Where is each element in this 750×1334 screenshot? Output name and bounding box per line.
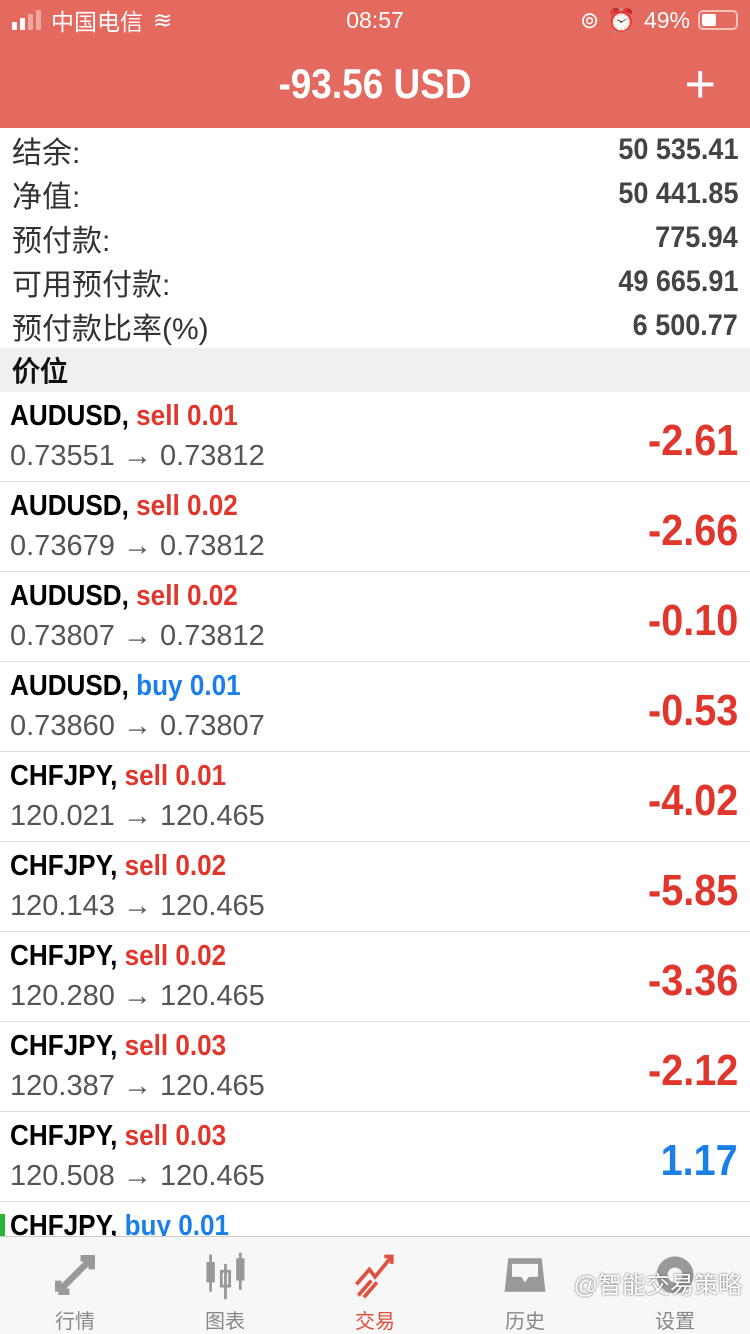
position-profit: -0.10: [647, 596, 738, 645]
tab-label: 交易: [355, 1311, 395, 1333]
position-row[interactable]: AUDUSD, sell 0.02 0.73679 → 0.73812 -2.66: [0, 482, 750, 572]
position-symbol: AUDUSD,: [10, 670, 129, 702]
tab-2[interactable]: 交易: [300, 1237, 450, 1334]
position-row[interactable]: CHFJPY, sell 0.03 120.387 → 120.465 -2.12: [0, 1022, 750, 1112]
position-symbol: AUDUSD,: [10, 490, 129, 522]
position-prices: 0.73551 → 0.73812: [10, 440, 265, 472]
position-profit: -3.36: [647, 956, 738, 1005]
position-symbol: CHFJPY,: [10, 940, 118, 972]
position-side: buy 0.01: [136, 670, 241, 702]
position-side: sell 0.03: [124, 1120, 227, 1152]
position-profit: -2.66: [647, 506, 738, 555]
summary-label: 净值:: [12, 181, 81, 214]
tab-3[interactable]: 历史: [450, 1237, 600, 1334]
signal-icon: [12, 10, 41, 30]
position-prices: 120.143 → 120.465: [10, 890, 265, 922]
position-row[interactable]: CHFJPY, sell 0.02 120.280 → 120.465 -3.36: [0, 932, 750, 1022]
alarm-icon: ⏰: [607, 6, 636, 33]
battery-icon: [698, 10, 738, 30]
position-prices: 120.021 → 120.465: [10, 800, 265, 832]
summary-value: 50 441.85: [617, 177, 738, 210]
watermark: @智能交易策略: [573, 1272, 742, 1299]
position-prices: 120.280 → 120.465: [10, 980, 265, 1012]
position-profit: -0.53: [647, 686, 738, 735]
clock: 08:57: [346, 7, 404, 33]
position-prices: 120.508 → 120.465: [10, 1160, 265, 1192]
summary-row: 预付款: 775.94: [12, 216, 738, 260]
battery-percent: 49%: [643, 6, 690, 33]
position-profit: -2.12: [647, 1046, 738, 1095]
position-indicator: [0, 1214, 5, 1236]
summary-label: 可用预付款:: [12, 269, 171, 302]
summary-label: 预付款比率(%): [12, 313, 209, 346]
summary-value: 775.94: [655, 221, 738, 254]
history-icon: [504, 1258, 546, 1292]
top-bar: 中国电信 ≋ 08:57 ⊚ ⏰ 49% -93.56 USD +: [0, 0, 750, 128]
position-side: sell 0.02: [124, 940, 227, 972]
position-side: sell 0.02: [124, 850, 227, 882]
wifi-icon: ≋: [153, 6, 173, 33]
position-side: sell 0.01: [124, 760, 227, 792]
rotation-lock-icon: ⊚: [580, 6, 600, 33]
position-row[interactable]: AUDUSD, sell 0.02 0.73807 → 0.73812 -0.10: [0, 572, 750, 662]
position-row[interactable]: AUDUSD, buy 0.01 0.73860 → 0.73807 -0.53: [0, 662, 750, 752]
position-row[interactable]: CHFJPY, sell 0.03 120.508 → 120.465 1.17: [0, 1112, 750, 1202]
summary-row: 预付款比率(%) 6 500.77: [12, 304, 738, 348]
tab-label: 图表: [205, 1311, 245, 1333]
summary-row: 可用预付款: 49 665.91: [12, 260, 738, 304]
settings-icon: [656, 1256, 694, 1294]
tab-0[interactable]: 行情: [0, 1237, 150, 1334]
position-prices: 120.387 → 120.465: [10, 1070, 265, 1102]
summary-value: 6 500.77: [632, 309, 738, 342]
position-profit: -5.85: [647, 866, 738, 915]
position-profit: 1.17: [660, 1136, 738, 1185]
carrier: 中国电信: [51, 9, 143, 35]
chart-icon: [206, 1252, 245, 1300]
position-profit: -2.61: [647, 416, 738, 465]
summary-label: 预付款:: [12, 225, 111, 258]
summary-row: 净值: 50 441.85: [12, 172, 738, 216]
position-side: sell 0.01: [136, 400, 238, 432]
trade-icon: [355, 1254, 394, 1299]
summary-row: 结余: 50 535.41: [12, 128, 738, 172]
position-symbol: CHFJPY,: [10, 850, 118, 882]
position-prices: 0.73807 → 0.73812: [10, 620, 265, 652]
summary-value: 49 665.91: [617, 265, 738, 298]
tab-4[interactable]: 设置: [600, 1237, 750, 1334]
tab-1[interactable]: 图表: [150, 1237, 300, 1334]
position-prices: 0.73679 → 0.73812: [10, 530, 265, 562]
tab-bar: 行情 图表 交易 历史 设置: [0, 1236, 750, 1334]
tab-label: 行情: [55, 1311, 95, 1333]
position-row[interactable]: CHFJPY, sell 0.01 120.021 → 120.465 -4.02: [0, 752, 750, 842]
summary-value: 50 535.41: [617, 133, 738, 166]
position-side: sell 0.03: [124, 1030, 227, 1062]
position-side: sell 0.02: [136, 490, 238, 522]
position-symbol: CHFJPY,: [10, 760, 118, 792]
position-symbol: AUDUSD,: [10, 400, 129, 432]
position-symbol: CHFJPY,: [10, 1030, 118, 1062]
add-order-button[interactable]: +: [684, 54, 716, 114]
account-summary: 结余: 50 535.41 净值: 50 441.85 预付款: 775.94 可用预付款:…: [0, 128, 750, 348]
position-symbol: AUDUSD,: [10, 580, 129, 612]
positions-list: AUDUSD, sell 0.01 0.73551 → 0.73812 -2.61 A…: [0, 392, 750, 1292]
position-row[interactable]: AUDUSD, sell 0.01 0.73551 → 0.73812 -2.61: [0, 392, 750, 482]
position-side: sell 0.02: [136, 580, 238, 612]
position-row[interactable]: CHFJPY, sell 0.02 120.143 → 120.465 -5.85: [0, 842, 750, 932]
position-prices: 0.73860 → 0.73807: [10, 710, 265, 742]
page-title: -93.56 USD: [278, 60, 472, 107]
tab-label: 设置: [655, 1311, 695, 1333]
summary-label: 结余:: [12, 137, 81, 170]
tab-label: 历史: [505, 1311, 545, 1333]
position-symbol: CHFJPY,: [10, 1120, 118, 1152]
position-profit: -4.02: [647, 776, 738, 825]
status-bar: 中国电信 ≋ 08:57 ⊚ ⏰ 49%: [0, 0, 750, 40]
quotes-icon: [55, 1255, 95, 1295]
section-title: 价位: [0, 348, 750, 392]
